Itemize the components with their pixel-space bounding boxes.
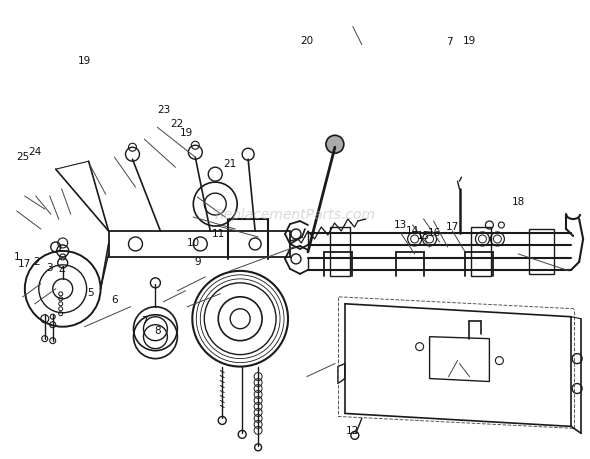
Text: 23: 23 — [157, 105, 171, 115]
Text: 10: 10 — [187, 237, 201, 247]
Text: 18: 18 — [512, 197, 525, 207]
Text: 4: 4 — [58, 266, 65, 276]
Text: 3: 3 — [47, 262, 53, 272]
Text: 11: 11 — [212, 228, 225, 238]
Text: 19: 19 — [463, 36, 476, 46]
Text: 13: 13 — [394, 220, 407, 230]
Text: 9: 9 — [195, 257, 201, 267]
Text: 8: 8 — [154, 325, 160, 335]
Text: 21: 21 — [224, 159, 237, 168]
Text: 25: 25 — [17, 151, 30, 161]
Text: 22: 22 — [171, 118, 184, 129]
Text: 2: 2 — [33, 257, 40, 267]
Text: 6: 6 — [111, 294, 118, 304]
Text: 7: 7 — [141, 315, 148, 325]
Text: 5: 5 — [87, 288, 94, 297]
Circle shape — [326, 136, 344, 154]
Text: 15: 15 — [417, 231, 430, 241]
Text: 16: 16 — [428, 228, 441, 238]
Text: 17: 17 — [18, 259, 31, 269]
Text: 12: 12 — [346, 425, 359, 435]
Text: 17: 17 — [446, 222, 459, 232]
Text: 19: 19 — [78, 56, 91, 66]
Text: 7: 7 — [446, 37, 453, 47]
Text: 20: 20 — [300, 36, 313, 46]
Text: 24: 24 — [28, 147, 42, 157]
Text: 19: 19 — [180, 128, 194, 138]
Text: 1: 1 — [14, 251, 21, 261]
Text: ReplacementParts.com: ReplacementParts.com — [215, 207, 375, 222]
Text: 14: 14 — [406, 225, 419, 235]
